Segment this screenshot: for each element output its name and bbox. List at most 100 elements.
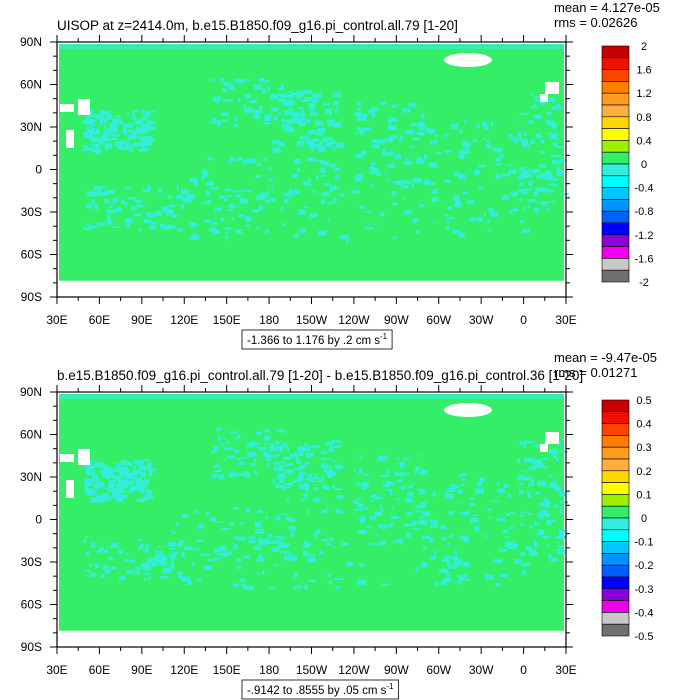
colorbar-label: -0.1 bbox=[635, 537, 654, 549]
y-tick-label: 30S bbox=[21, 555, 42, 569]
x-tick-label: 150E bbox=[213, 663, 241, 677]
range-label: -1.366 to 1.176 by .2 cm s-1 bbox=[247, 332, 388, 347]
colorbar-cell bbox=[601, 81, 630, 94]
colorbar-label: 1.2 bbox=[636, 88, 651, 100]
range-label: -.9142 to .8555 by .05 cm s-1 bbox=[247, 682, 394, 697]
x-tick-label: 120W bbox=[338, 313, 370, 327]
colorbar-cell bbox=[601, 222, 630, 236]
colorbar-cell bbox=[601, 199, 630, 212]
x-tick-label: 180 bbox=[259, 313, 279, 327]
colorbar-label: -0.4 bbox=[635, 607, 654, 619]
range-label-unit-exponent: -1 bbox=[386, 682, 394, 691]
greenland-mask bbox=[444, 403, 492, 417]
colorbar-cell bbox=[601, 128, 630, 141]
colorbar-cell bbox=[601, 612, 630, 625]
range-label-text: -1.366 to 1.176 by .2 cm s bbox=[247, 335, 380, 347]
colorbar-label: 1.6 bbox=[636, 65, 651, 77]
panel-title: UISOP at z=2414.0m, b.e15.B1850.f09_g16.… bbox=[57, 18, 458, 33]
y-tick-label: 30S bbox=[21, 205, 42, 219]
x-tick-label: 30E bbox=[555, 313, 576, 327]
colorbar-label: 0.4 bbox=[636, 419, 651, 431]
x-tick-label: 0 bbox=[520, 313, 527, 327]
range-label-box bbox=[241, 329, 393, 350]
land-mask bbox=[60, 53, 559, 148]
colorbar-cell bbox=[601, 588, 630, 601]
y-tick-label: 60N bbox=[20, 428, 42, 442]
colorbar-label: -0.4 bbox=[635, 183, 654, 195]
x-tick-label: 30E bbox=[555, 663, 576, 677]
y-tick-label: 60S bbox=[21, 598, 42, 612]
colorbar-cell bbox=[601, 151, 630, 165]
colorbar-cell bbox=[601, 210, 630, 224]
y-tick-label: 60N bbox=[20, 78, 42, 92]
colorbar-cell bbox=[601, 57, 630, 70]
x-tick-label: 90W bbox=[384, 313, 409, 327]
colorbar-cell bbox=[601, 163, 630, 177]
colorbar-label: 0 bbox=[641, 159, 647, 171]
ocean-field bbox=[59, 44, 564, 281]
y-tick-label: 60S bbox=[21, 248, 42, 262]
colorbar-cell bbox=[601, 541, 630, 554]
x-tick-label: 90E bbox=[131, 313, 152, 327]
colorbar-cell bbox=[601, 258, 630, 271]
x-tick-label: 60E bbox=[89, 663, 110, 677]
colorbar-cell bbox=[601, 92, 630, 106]
colorbar-cell bbox=[601, 104, 630, 118]
stat-mean: mean = -9.47e-05 bbox=[554, 350, 657, 365]
greenland-mask bbox=[444, 53, 492, 67]
colorbar-label: 0.8 bbox=[636, 112, 651, 124]
colorbar-cell bbox=[601, 423, 630, 436]
colorbar-cell bbox=[601, 69, 630, 82]
stat-rms: rms = 0.01271 bbox=[554, 365, 637, 380]
colorbar-cell bbox=[601, 470, 630, 483]
colorbar-cell bbox=[601, 116, 630, 129]
colorbar-cell bbox=[601, 187, 630, 200]
colorbar-cell bbox=[601, 411, 630, 424]
colorbar-cell bbox=[601, 517, 630, 531]
colorbar-cell bbox=[601, 269, 630, 283]
y-tick-label: 0 bbox=[35, 163, 42, 177]
panel-title: b.e15.B1850.f09_g16.pi_control.all.79 [1… bbox=[57, 368, 583, 383]
y-tick-label: 90S bbox=[21, 290, 42, 304]
arctic-band bbox=[59, 394, 564, 399]
colorbar-cell bbox=[601, 494, 630, 507]
colorbar-cell bbox=[601, 234, 630, 247]
colorbar-label: 0.4 bbox=[636, 135, 651, 147]
colorbar-label: -2 bbox=[639, 277, 649, 289]
y-tick-label: 30N bbox=[20, 470, 42, 484]
colorbar-label: 2 bbox=[641, 41, 647, 53]
x-tick-label: 150W bbox=[296, 663, 328, 677]
y-tick-label: 0 bbox=[35, 513, 42, 527]
colorbar-cell bbox=[601, 45, 630, 59]
x-tick-label: 150W bbox=[296, 313, 328, 327]
colorbar-cell bbox=[601, 175, 630, 188]
colorbar-cell bbox=[601, 505, 630, 519]
colorbar-cell bbox=[601, 576, 630, 590]
map-panel-2: 30E 60E 90E 120E 150E 180 150W 120W 90W 60W 30W 0 30… bbox=[20, 350, 657, 700]
colorbar-label: 0 bbox=[641, 513, 647, 525]
x-tick-label: 60W bbox=[426, 313, 451, 327]
x-tick-label: 60W bbox=[426, 663, 451, 677]
colorbar-cell bbox=[601, 482, 630, 495]
map-panel-1: 30E 60E 90E 120E 150E 180 150W 120W 90W 60W 30W 0 30… bbox=[20, 0, 660, 350]
colorbar-cell bbox=[601, 399, 630, 413]
colorbar-label: -0.8 bbox=[635, 206, 654, 218]
range-label-unit-exponent: -1 bbox=[380, 332, 388, 341]
colorbar-label: 0.5 bbox=[636, 395, 651, 407]
colorbar-cell bbox=[601, 458, 630, 472]
colorbar-cell bbox=[601, 600, 630, 613]
x-tick-label: 60E bbox=[89, 313, 110, 327]
x-tick-label: 30E bbox=[46, 313, 67, 327]
range-label-box bbox=[241, 679, 399, 700]
colorbar-label: -0.2 bbox=[635, 560, 654, 572]
colorbar-cell bbox=[601, 435, 630, 448]
field-texture bbox=[82, 77, 569, 244]
x-tick-label: 90E bbox=[131, 663, 152, 677]
colorbar-label: -0.3 bbox=[635, 584, 654, 596]
x-tick-label: 30W bbox=[469, 663, 494, 677]
stat-mean: mean = 4.127e-05 bbox=[554, 0, 660, 15]
land-mask bbox=[60, 403, 559, 498]
ocean-field bbox=[59, 394, 564, 631]
colorbar-label: 0.3 bbox=[636, 442, 651, 454]
